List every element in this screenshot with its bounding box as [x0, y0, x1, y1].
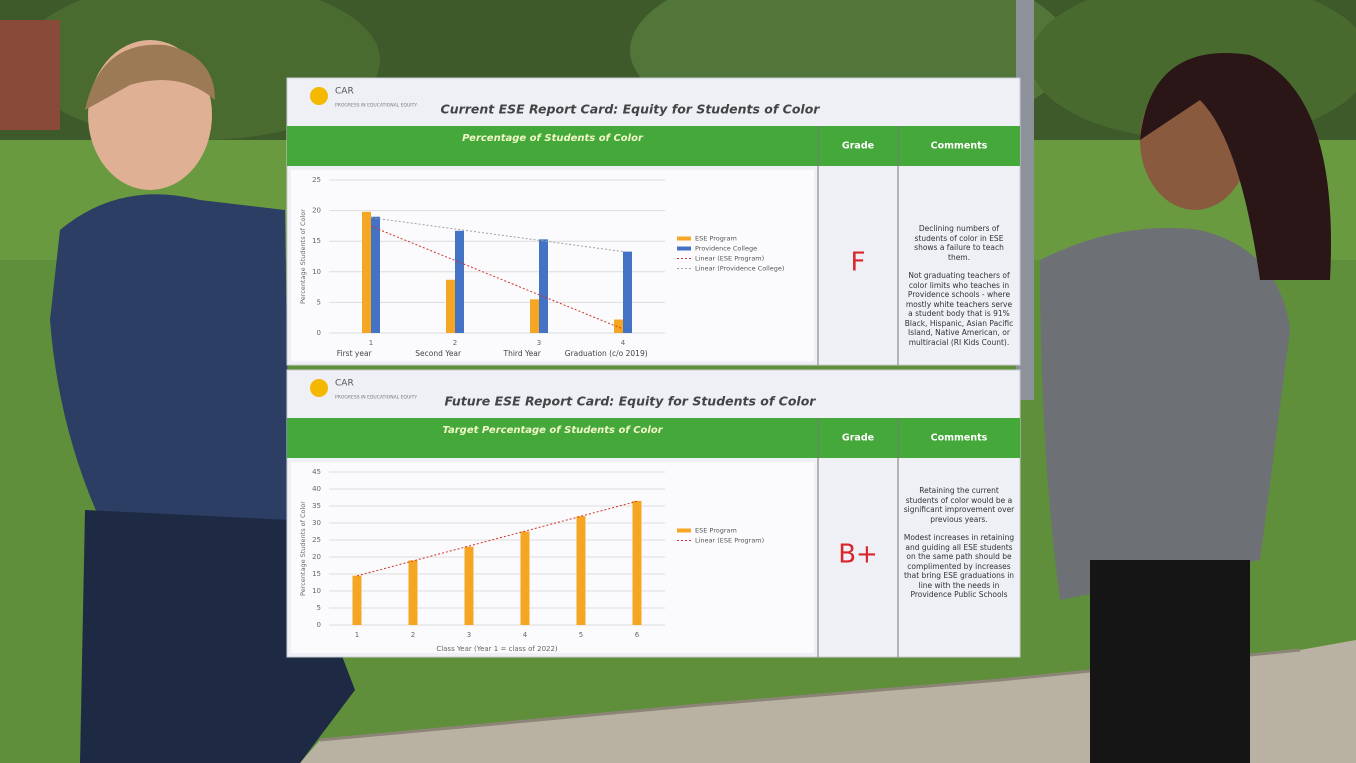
bar [632, 500, 642, 625]
comments-header: Comments [931, 141, 988, 152]
y-tick-label: 10 [312, 587, 321, 595]
legend-swatch [677, 528, 691, 533]
left-person-jacket [50, 194, 290, 560]
right-person-pants [1090, 560, 1250, 763]
x-tick-label: 4 [621, 339, 626, 347]
chart-title: Target Percentage of Students of Color [442, 425, 663, 436]
y-tick-label: 15 [312, 237, 321, 245]
chart-title: Percentage of Students of Color [462, 133, 644, 144]
bar [539, 239, 548, 333]
left-person-hair [85, 44, 215, 110]
y-tick-label: 0 [317, 621, 321, 629]
bar [520, 531, 530, 625]
legend-swatch [677, 236, 691, 241]
comment: Retaining the current students of color … [903, 486, 1015, 524]
bar [446, 279, 455, 333]
logo-sun [310, 379, 328, 397]
header-band [287, 126, 1020, 166]
x-tick-label: 4 [523, 631, 528, 639]
grade-header: Grade [842, 141, 874, 152]
bar [371, 216, 380, 333]
y-tick-label: 20 [312, 207, 321, 215]
grade: F [851, 248, 866, 278]
x-tick-label: 3 [537, 339, 541, 347]
comments: Retaining the current students of color … [903, 486, 1015, 609]
y-axis-label: Percentage Students of Color [299, 501, 307, 596]
bar [352, 575, 362, 625]
legend-label: ESE Program [695, 235, 737, 243]
x-axis-label: Class Year (Year 1 = class of 2022) [436, 645, 558, 653]
comment: Declining numbers of students of color i… [914, 224, 1004, 262]
x-tick-label: 5 [579, 631, 583, 639]
y-tick-label: 10 [312, 268, 321, 276]
x-tick-label: 2 [411, 631, 415, 639]
panel-title: Future ESE Report Card: Equity for Stude… [445, 394, 817, 409]
logo-sun [310, 87, 328, 105]
logo-tagline: PROGRESS IN EDUCATIONAL EQUITY [335, 103, 417, 109]
panel-title: Current ESE Report Card: Equity for Stud… [441, 102, 821, 117]
right-person-jacket [1040, 228, 1290, 600]
y-tick-label: 30 [312, 519, 321, 527]
bar [530, 299, 539, 333]
trendline [370, 225, 624, 330]
bar [576, 516, 586, 625]
x-tick-label: 3 [467, 631, 471, 639]
header-band [287, 418, 1020, 458]
legend-label: Linear (ESE Program) [695, 255, 764, 263]
y-tick-label: 40 [312, 485, 321, 493]
trendline [356, 500, 638, 577]
y-tick-label: 25 [312, 176, 321, 184]
x-tick-label: 2 [453, 339, 457, 347]
y-axis-label: Percentage Students of Color [299, 209, 307, 304]
period-label: Graduation (c/o 2019) [565, 349, 648, 358]
y-tick-label: 5 [317, 604, 321, 612]
building [0, 20, 60, 130]
logo-tagline: PROGRESS IN EDUCATIONAL EQUITY [335, 395, 417, 401]
period-label: Third Year [502, 349, 541, 358]
y-tick-label: 0 [317, 329, 321, 337]
period-label: Second Year [415, 349, 462, 358]
bar [614, 319, 623, 333]
logo-name: CAR [335, 379, 354, 389]
x-tick-label: 6 [635, 631, 640, 639]
left-person-dress [80, 510, 355, 763]
y-tick-label: 45 [312, 468, 321, 476]
grade: B+ [838, 540, 878, 570]
bar [623, 251, 632, 333]
y-tick-label: 20 [312, 553, 321, 561]
comments-header: Comments [931, 433, 988, 444]
y-tick-label: 15 [312, 570, 321, 578]
logo-name: CAR [335, 87, 354, 97]
y-tick-label: 25 [312, 536, 321, 544]
y-tick-label: 5 [317, 298, 321, 306]
right-person-hair [1140, 53, 1331, 280]
legend-label: Linear (Providence College) [695, 265, 784, 273]
legend-label: Providence College [695, 245, 757, 253]
comment: Modest increases in retaining and guidin… [903, 533, 1015, 599]
comments: Declining numbers of students of color i… [903, 224, 1015, 356]
legend-label: ESE Program [695, 527, 737, 535]
x-tick-label: 1 [369, 339, 373, 347]
bar [362, 211, 371, 333]
bar [464, 546, 474, 625]
legend-swatch [677, 246, 691, 251]
y-tick-label: 35 [312, 502, 321, 510]
bar [408, 560, 418, 625]
poster: CAR PROGRESS IN EDUCATIONAL EQUITY Current… [286, 77, 1021, 658]
period-label: First year [337, 349, 373, 358]
comment: Not graduating teachers of color limits … [904, 271, 1014, 347]
legend-label: Linear (ESE Program) [695, 537, 764, 545]
grade-header: Grade [842, 433, 874, 444]
x-tick-label: 1 [355, 631, 359, 639]
bar [455, 230, 464, 333]
